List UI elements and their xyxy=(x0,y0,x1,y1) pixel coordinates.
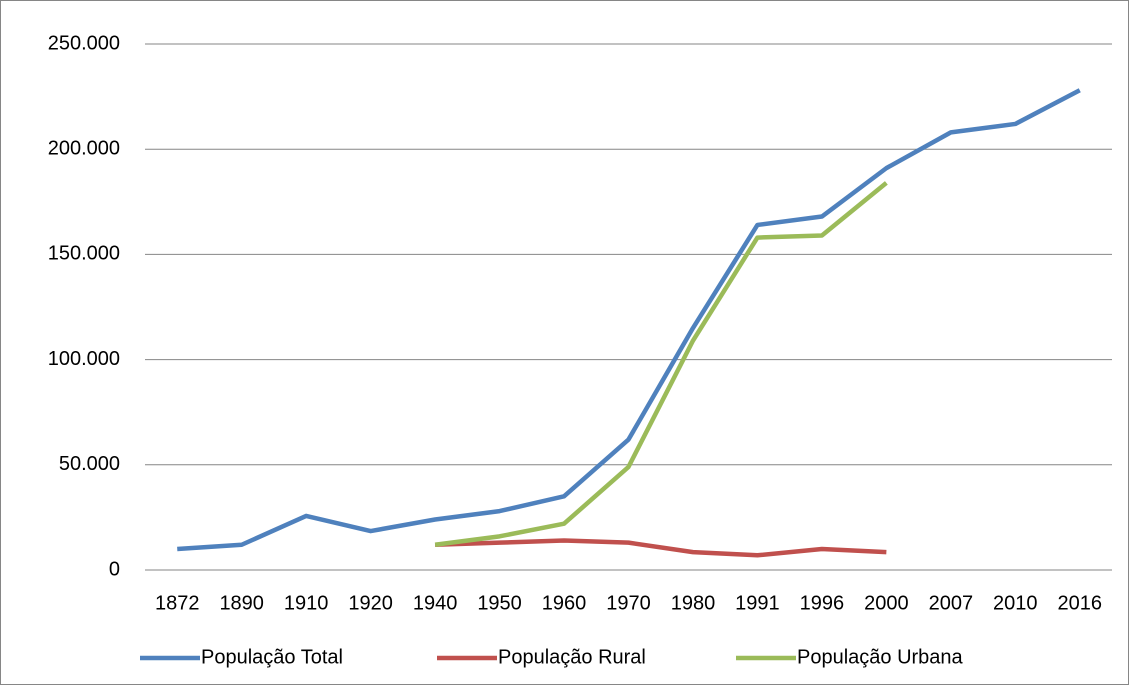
x-tick-label: 1890 xyxy=(219,592,264,614)
y-tick-label: 100.000 xyxy=(48,348,120,370)
x-tick-label: 1970 xyxy=(606,592,651,614)
x-tick-label: 1991 xyxy=(735,592,780,614)
y-tick-label: 200.000 xyxy=(48,137,120,159)
x-tick-label: 1960 xyxy=(542,592,587,614)
y-tick-label: 250.000 xyxy=(48,32,120,54)
x-tick-label: 2000 xyxy=(864,592,909,614)
x-tick-label: 1950 xyxy=(477,592,522,614)
x-tick-label: 2007 xyxy=(929,592,974,614)
y-tick-label: 50.000 xyxy=(59,453,120,475)
x-tick-label: 2010 xyxy=(993,592,1038,614)
x-tick-label: 2016 xyxy=(1058,592,1103,614)
legend-label: População Urbana xyxy=(797,646,964,668)
series-line xyxy=(435,538,887,558)
series-line xyxy=(177,88,1081,552)
x-tick-label: 1996 xyxy=(800,592,845,614)
x-tick-label: 1940 xyxy=(413,592,458,614)
y-tick-label: 150.000 xyxy=(48,243,120,265)
x-tick-label: 1920 xyxy=(348,592,393,614)
x-tick-label: 1910 xyxy=(284,592,329,614)
y-tick-label: 0 xyxy=(109,558,120,580)
legend-label: População Rural xyxy=(498,646,646,668)
x-tick-label: 1872 xyxy=(155,592,200,614)
x-tick-label: 1980 xyxy=(671,592,716,614)
legend-label: População Total xyxy=(201,646,343,668)
series-line xyxy=(434,181,888,547)
